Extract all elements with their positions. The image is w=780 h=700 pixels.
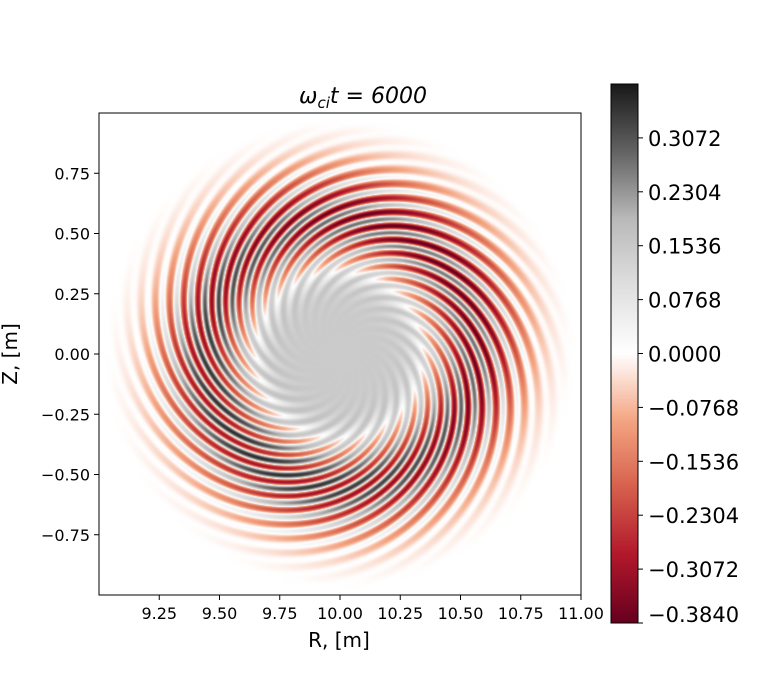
colorbar-gradient — [611, 84, 638, 623]
colorbar-tick-label: 0.0000 — [648, 343, 721, 367]
x-tick-label: 11.00 — [558, 604, 604, 623]
colorbar-tick-label: −0.2304 — [648, 504, 739, 528]
colorbar-tick-label: −0.0768 — [648, 396, 739, 420]
title-omega: ω — [299, 84, 317, 109]
y-axis-label: Z, [m] — [0, 323, 22, 385]
colorbar-tick-label: −0.3072 — [648, 558, 739, 582]
chart-title: ωcit = 6000 — [299, 84, 427, 112]
x-tick-label: 9.25 — [141, 604, 177, 623]
x-tick-label: 9.50 — [202, 604, 238, 623]
x-axis-label: R, [m] — [308, 628, 370, 652]
y-tick-label: 0.50 — [54, 225, 90, 244]
title-subscript: ci — [317, 94, 330, 112]
colorbar-tick-label: 0.0768 — [648, 289, 721, 313]
colorbar-tick-label: 0.3072 — [648, 127, 721, 151]
x-axis-ticks: 9.25 9.50 9.75 10.00 10.25 10.50 10.75 11.00 — [141, 595, 604, 623]
y-tick-label: −0.50 — [41, 466, 90, 485]
y-tick-label: 0.25 — [54, 285, 90, 304]
x-tick-label: 10.50 — [438, 604, 484, 623]
colorbar-ticks: 0.3072 0.2304 0.1536 0.0768 0.0000 −0.0768 −0.… — [638, 127, 739, 627]
x-tick-label: 9.75 — [262, 604, 298, 623]
colorbar: 0.3072 0.2304 0.1536 0.0768 0.0000 −0.0768 −0.… — [610, 83, 739, 627]
y-tick-label: −0.75 — [41, 526, 90, 545]
plot-area — [98, 112, 582, 596]
y-axis-ticks: 0.75 0.50 0.25 0.00 −0.25 −0.50 −0.75 — [41, 164, 99, 545]
y-tick-label: 0.00 — [54, 345, 90, 364]
colorbar-tick-label: −0.1536 — [648, 450, 739, 474]
x-tick-label: 10.75 — [498, 604, 544, 623]
colorbar-tick-label: −0.3840 — [648, 603, 739, 627]
y-tick-label: −0.25 — [41, 405, 90, 424]
colorbar-tick-label: 0.2304 — [648, 181, 721, 205]
x-tick-label: 10.25 — [377, 604, 423, 623]
heatmap-image — [99, 113, 581, 595]
colorbar-tick-label: 0.1536 — [648, 235, 721, 259]
y-tick-label: 0.75 — [54, 164, 90, 183]
title-rest: t = 6000 — [330, 84, 427, 109]
x-tick-label: 10.00 — [317, 604, 363, 623]
